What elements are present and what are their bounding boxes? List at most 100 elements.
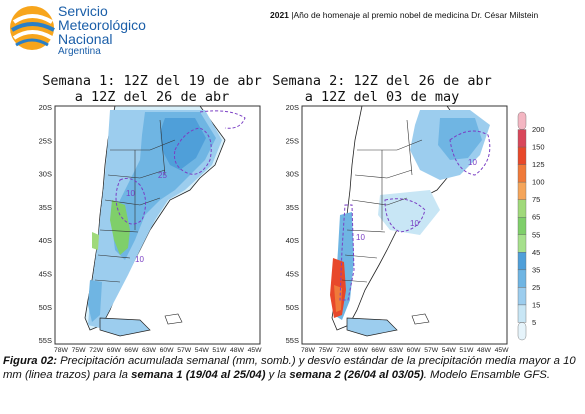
lon-label: 63W [389,347,404,354]
map-1-precip-south [88,280,102,322]
map-2-contour-label-2: 10 [410,219,419,228]
colorbar-swatch [517,217,527,235]
lat-label: 50S [39,303,52,312]
lon-label: 69W [107,347,122,354]
map-1-title-line2: a 12Z del 26 de abr [74,89,230,105]
colorbar-swatch [517,304,527,323]
lon-label: 75W [72,347,87,354]
org-line-3: Nacional [58,31,113,47]
lon-label: 48W [230,347,245,354]
map-2-islands [411,313,430,325]
map-2-precip-andes-orange [334,285,342,312]
map-2-dashed-contour-2 [384,198,426,233]
map-2-tierra-del-fuego [346,317,398,337]
lat-label: 30S [286,170,299,179]
colorbar-label: 55 [532,230,540,239]
colorbar-swatch [517,129,527,148]
map-2-borders [341,119,423,283]
colorbar-label: 65 [532,213,540,222]
colorbar-swatch [517,181,527,200]
lon-label: 48W [477,347,492,354]
smn-logo [6,2,146,60]
lat-label: 25S [39,136,52,145]
map-2-dashed-contour-3 [339,204,355,301]
colorbar-swatch [517,234,527,253]
colorbar-swatch [517,199,527,218]
lat-label: 45S [286,270,299,279]
lon-label: 45W [495,347,510,354]
org-line-1: Servicio [58,3,108,19]
lat-label: 45S [39,270,52,279]
lon-label: 54W [195,347,210,354]
map-1-contour-label-2: 10 [126,189,135,198]
year-motto: 2021 |Año de homenaje al premio nobel de… [270,10,538,20]
lon-label: 51W [459,347,474,354]
smn-logo-mark [10,6,55,50]
colorbar-swatch [517,287,527,306]
map-1-dashed-contour-1 [174,127,212,175]
map-2-lon-labels: 78W 75W 72W 69W 66W 63W 60W 57W 54W 51W 48W 45W [301,347,509,354]
lat-label: 35S [39,203,52,212]
lat-label: 40S [39,236,52,245]
colorbar-swatch [517,164,527,183]
colorbar-label: 200 [532,125,545,134]
colorbar-label: 15 [532,300,540,309]
caption-figure-label: Figura 02: [3,355,57,367]
org-line-4: Argentina [58,46,101,57]
map-2: 10 10 10 [301,105,508,345]
caption-text-1: Precipitación acumulada semanal (mm, som… [3,355,576,381]
lat-label: 30S [39,170,52,179]
lat-label: 20S [286,103,299,112]
map-1-precip-green [110,200,130,255]
map-2-contour-label-1: 10 [468,158,477,167]
lon-label: 75W [319,347,334,354]
lon-label: 60W [160,347,175,354]
lat-label: 35S [286,203,299,212]
map-1-lat-labels: 20S 25S 30S 35S 40S 45S 50S 55S [39,103,52,345]
map-1-islands [164,313,183,325]
caption-text-3: . Modelo Ensamble GFS. [423,369,550,381]
map-2-lat-labels: 20S 25S 30S 35S 40S 45S 50S 55S [286,103,299,345]
colorbar-swatch [517,269,527,288]
map-2-contour-label-3: 10 [356,233,365,242]
lon-label: 66W [124,347,139,354]
lon-label: 72W [89,347,104,354]
colorbar-label: 150 [532,143,545,152]
lon-label: 60W [407,347,422,354]
year: 2021 [270,10,289,20]
lon-label: 57W [177,347,192,354]
colorbar-label: 45 [532,248,540,257]
lon-label: 63W [142,347,157,354]
map-1-contour-label-3: 10 [135,255,144,264]
map-2-dashed-contour-1 [449,130,491,176]
lon-label: 72W [336,347,351,354]
lon-label: 66W [371,347,386,354]
map-1-lon-labels: 78W 75W 72W 69W 66W 63W 60W 57W 54W 51W 48W 45W [54,347,262,354]
map-2-precip-center [378,190,440,235]
caption-week-1: semana 1 (19/04 al 25/04) [131,369,266,381]
colorbar-swatch [517,322,527,341]
map-2-title: Semana 2: 12Z del 26 de abr a 12Z del 03… [262,73,502,105]
map-1: 25 10 10 [54,105,261,345]
colorbar: 200 150 125 100 75 65 55 45 35 25 15 5 [517,111,545,341]
colorbar-label: 100 [532,178,545,187]
map-1-dashed-contour-2 [115,177,146,225]
colorbar-label: 5 [532,318,536,327]
map-2-precip-ne-2 [438,118,482,160]
colorbar-label: 75 [532,195,540,204]
map-1-tierra-del-fuego [99,317,151,337]
map-1-borders [94,119,176,283]
map-1-precip-green-2 [92,232,99,250]
map-2-title-line2: a 12Z del 03 de may [304,89,460,105]
colorbar-label: 25 [532,283,540,292]
lat-label: 55S [39,336,52,345]
org-line-2: Meteorológico [58,17,146,33]
lon-label: 57W [424,347,439,354]
lon-label: 54W [442,347,457,354]
caption-week-2: semana 2 (26/04 al 03/05) [289,369,424,381]
lon-label: 78W [54,347,69,354]
map-1-contour-label-1: 25 [158,171,167,180]
lon-label: 45W [248,347,263,354]
colorbar-swatch [517,146,527,165]
colorbar-swatch [517,111,527,130]
